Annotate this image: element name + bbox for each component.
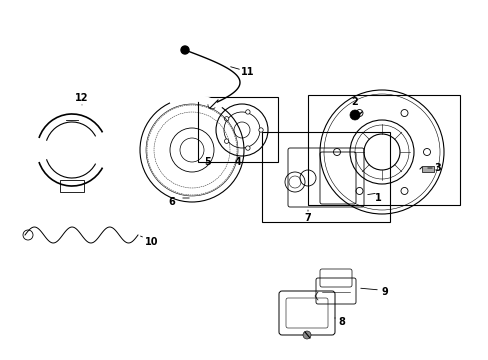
Bar (198, 97, 278, 162)
Text: 5: 5 (204, 157, 211, 167)
Circle shape (303, 331, 310, 339)
Bar (60, 180, 84, 192)
Circle shape (400, 188, 407, 194)
Circle shape (355, 109, 362, 117)
Circle shape (355, 188, 362, 194)
Text: 2: 2 (351, 97, 358, 107)
Text: 12: 12 (75, 93, 88, 103)
Circle shape (333, 149, 340, 156)
Circle shape (224, 139, 228, 143)
Text: 1: 1 (374, 193, 381, 203)
Text: 7: 7 (304, 213, 311, 223)
Bar (262, 132, 389, 222)
Bar (307, 95, 459, 205)
Bar (421, 166, 433, 172)
Text: 6: 6 (168, 197, 175, 207)
Text: 11: 11 (241, 67, 254, 77)
Text: 10: 10 (145, 237, 159, 247)
Circle shape (181, 46, 189, 54)
Circle shape (224, 117, 228, 121)
Circle shape (245, 110, 249, 114)
Circle shape (258, 128, 263, 132)
Text: 9: 9 (381, 287, 387, 297)
Text: 8: 8 (338, 317, 345, 327)
Text: 3: 3 (434, 163, 441, 173)
Circle shape (245, 146, 249, 150)
Circle shape (400, 109, 407, 117)
Circle shape (349, 110, 359, 120)
Text: 4: 4 (234, 157, 241, 167)
Circle shape (423, 149, 429, 156)
